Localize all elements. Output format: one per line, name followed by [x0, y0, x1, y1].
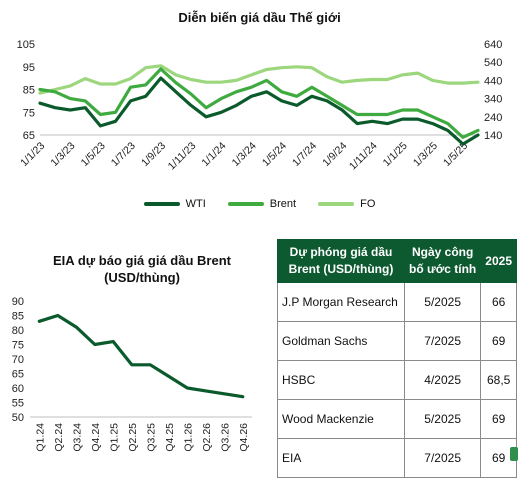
brent-forecast-table: Dự phóng giá dầu Brent (USD/thùng) Ngày …: [277, 239, 517, 478]
note-icon: [510, 447, 518, 461]
legend-swatch-brent: [227, 202, 264, 206]
cell-org: HSBC: [277, 360, 405, 400]
x-tick-label: Q4.25: [164, 423, 176, 452]
legend-item-fo: FO: [318, 198, 375, 210]
x-tick-label: Q4.26: [238, 423, 250, 452]
y-tick-label: 75: [12, 340, 24, 352]
header-date: Ngày công bố ước tính: [403, 239, 482, 283]
table-row: Wood Mackenzie 5/2025 69: [277, 399, 517, 439]
x-tick-label: Q4.24: [90, 423, 102, 452]
x-tick-label: 1/11/23: [166, 140, 199, 173]
x-tick-label: 1/1/25: [381, 140, 410, 169]
y-right-tick-label: 540: [484, 57, 502, 69]
y-left-tick-label: 95: [23, 62, 35, 74]
cell-org: EIA: [277, 438, 405, 478]
y-tick-label: 70: [12, 354, 24, 366]
x-tick-label: Q1.25: [108, 423, 120, 452]
y-tick-label: 90: [12, 296, 24, 308]
cell-date: 4/2025: [403, 360, 482, 400]
x-tick-label: 1/11/24: [347, 140, 380, 173]
x-tick-label: Q2.26: [201, 423, 213, 452]
y-tick-label: 80: [12, 325, 24, 337]
y-right-tick-label: 240: [484, 112, 502, 124]
cell-date: 5/2025: [403, 282, 482, 322]
cell-value: 69: [480, 399, 517, 439]
x-tick-label: Q1.26: [182, 423, 194, 452]
table-header-row: Dự phóng giá dầu Brent (USD/thùng) Ngày …: [277, 239, 517, 283]
y-tick-label: 85: [12, 311, 24, 323]
y-left-tick-label: 85: [23, 85, 35, 97]
table-row: HSBC 4/2025 68,5: [277, 360, 517, 400]
x-tick-label: Q1.24: [34, 423, 46, 452]
x-tick-label: 1/7/23: [109, 140, 138, 169]
legend-swatch-wti: [143, 202, 180, 206]
legend-swatch-fo: [318, 202, 355, 206]
table-row: EIA 7/2025 69: [277, 438, 517, 478]
x-tick-label: 1/9/24: [320, 140, 349, 169]
cell-org: Wood Mackenzie: [277, 399, 405, 439]
x-tick-label: 1/1/23: [18, 140, 47, 169]
cell-date: 7/2025: [403, 321, 482, 361]
y-tick-label: 65: [12, 369, 24, 381]
x-tick-label: Q2.24: [53, 423, 65, 452]
x-tick-label: 1/3/24: [230, 140, 259, 169]
eia-chart-title: EIA dự báo giá giá dầu Brent (USD/thùng): [53, 253, 231, 285]
legend-label-brent: Brent: [269, 198, 297, 210]
table-row: Goldman Sachs 7/2025 69: [277, 321, 517, 361]
header-2025: 2025: [480, 239, 517, 283]
oil-chart-title: Diễn biến giá dầu Thế giới: [178, 10, 341, 25]
y-tick-label: 55: [12, 398, 24, 410]
x-tick-label: 1/7/24: [290, 140, 319, 169]
eia-forecast-chart: 50 55 60 65 70 75 80 85 90 Q1.24 Q2.24 Q3.24 Q4.24 Q1…: [12, 296, 252, 452]
x-tick-label: Q3.25: [145, 423, 157, 452]
series-line-eia-brent: [37, 313, 245, 399]
x-tick-label: 1/9/23: [139, 140, 168, 169]
header-forecast: Dự phóng giá dầu Brent (USD/thùng): [277, 239, 405, 283]
cell-org: J.P Morgan Research: [277, 282, 405, 322]
y-tick-label: 50: [12, 412, 24, 424]
table-row: J.P Morgan Research 5/2025 66: [277, 282, 517, 322]
y-right-tick-label: 440: [484, 75, 502, 87]
y-left-tick-label: 75: [23, 107, 35, 119]
legend-item-brent: Brent: [227, 198, 297, 210]
cell-value: 68,5: [480, 360, 517, 400]
y-right-tick-label: 640: [484, 39, 502, 51]
y-left-tick-label: 105: [17, 39, 35, 51]
y-left-tick-label: 65: [23, 130, 35, 142]
y-right-tick-label: 140: [484, 130, 502, 142]
y-tick-label: 60: [12, 383, 24, 395]
y-right-tick-label: 340: [484, 94, 502, 106]
series-line-brent: [38, 67, 480, 139]
cell-date: 5/2025: [403, 399, 482, 439]
series-line-fo: [38, 64, 480, 95]
x-tick-label: 1/5/23: [79, 140, 108, 169]
x-tick-label: 1/5/24: [260, 140, 289, 169]
x-tick-label: 1/3/25: [411, 140, 440, 169]
cell-value: 69: [480, 321, 517, 361]
legend-label-fo: FO: [360, 198, 376, 210]
oil-chart-legend: WTI Brent FO: [0, 198, 519, 210]
x-tick-label: Q3.26: [219, 423, 231, 452]
cell-value: 66: [480, 282, 517, 322]
x-tick-label: 1/1/24: [199, 140, 228, 169]
cell-date: 7/2025: [403, 438, 482, 478]
cell-org: Goldman Sachs: [277, 321, 405, 361]
x-tick-label: Q3.24: [71, 423, 83, 452]
legend-item-wti: WTI: [143, 198, 206, 210]
x-tick-label: Q2.25: [127, 423, 139, 452]
legend-label-wti: WTI: [185, 198, 206, 210]
series-line-wti: [38, 76, 480, 146]
x-tick-label: 1/3/23: [48, 140, 77, 169]
